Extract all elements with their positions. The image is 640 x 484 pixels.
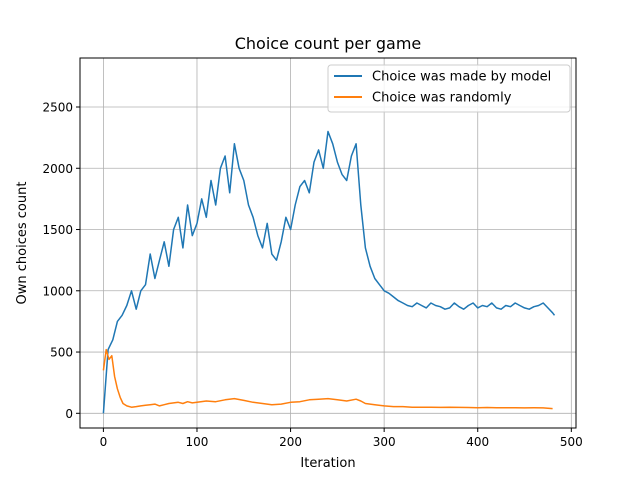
y-tick-label: 500 xyxy=(50,346,73,360)
legend-box xyxy=(327,64,571,113)
series-line-1 xyxy=(102,348,553,410)
legend: Choice was made by model Choice was rand… xyxy=(327,64,571,113)
x-axis-label: Iteration xyxy=(300,456,355,471)
grid xyxy=(80,58,576,428)
x-tick-label: 400 xyxy=(466,435,489,449)
x-tick-label: 100 xyxy=(186,435,209,449)
y-tick-label: 1500 xyxy=(42,223,73,237)
chart-title: Choice count per game xyxy=(235,34,422,53)
x-tick-label: 0 xyxy=(100,435,108,449)
series-line-0 xyxy=(102,130,556,414)
x-tick-label: 200 xyxy=(279,435,302,449)
y-axis-label: Own choices count xyxy=(15,182,30,305)
series-lines xyxy=(102,130,556,414)
x-tick-label: 500 xyxy=(560,435,583,449)
y-tick-label: 1000 xyxy=(42,284,73,298)
y-tick-label: 2000 xyxy=(42,162,73,176)
x-tick-label: 300 xyxy=(373,435,396,449)
y-tick-label: 0 xyxy=(65,407,73,421)
plot-frame xyxy=(79,57,577,429)
axis-ticks: 0 100 200 300 400 500 0 500 1000 1500 2000 2500 xyxy=(42,101,582,449)
legend-label-random: Choice was randomly xyxy=(372,91,512,106)
y-tick-label: 2500 xyxy=(42,101,73,115)
legend-label-model: Choice was made by model xyxy=(372,70,551,85)
